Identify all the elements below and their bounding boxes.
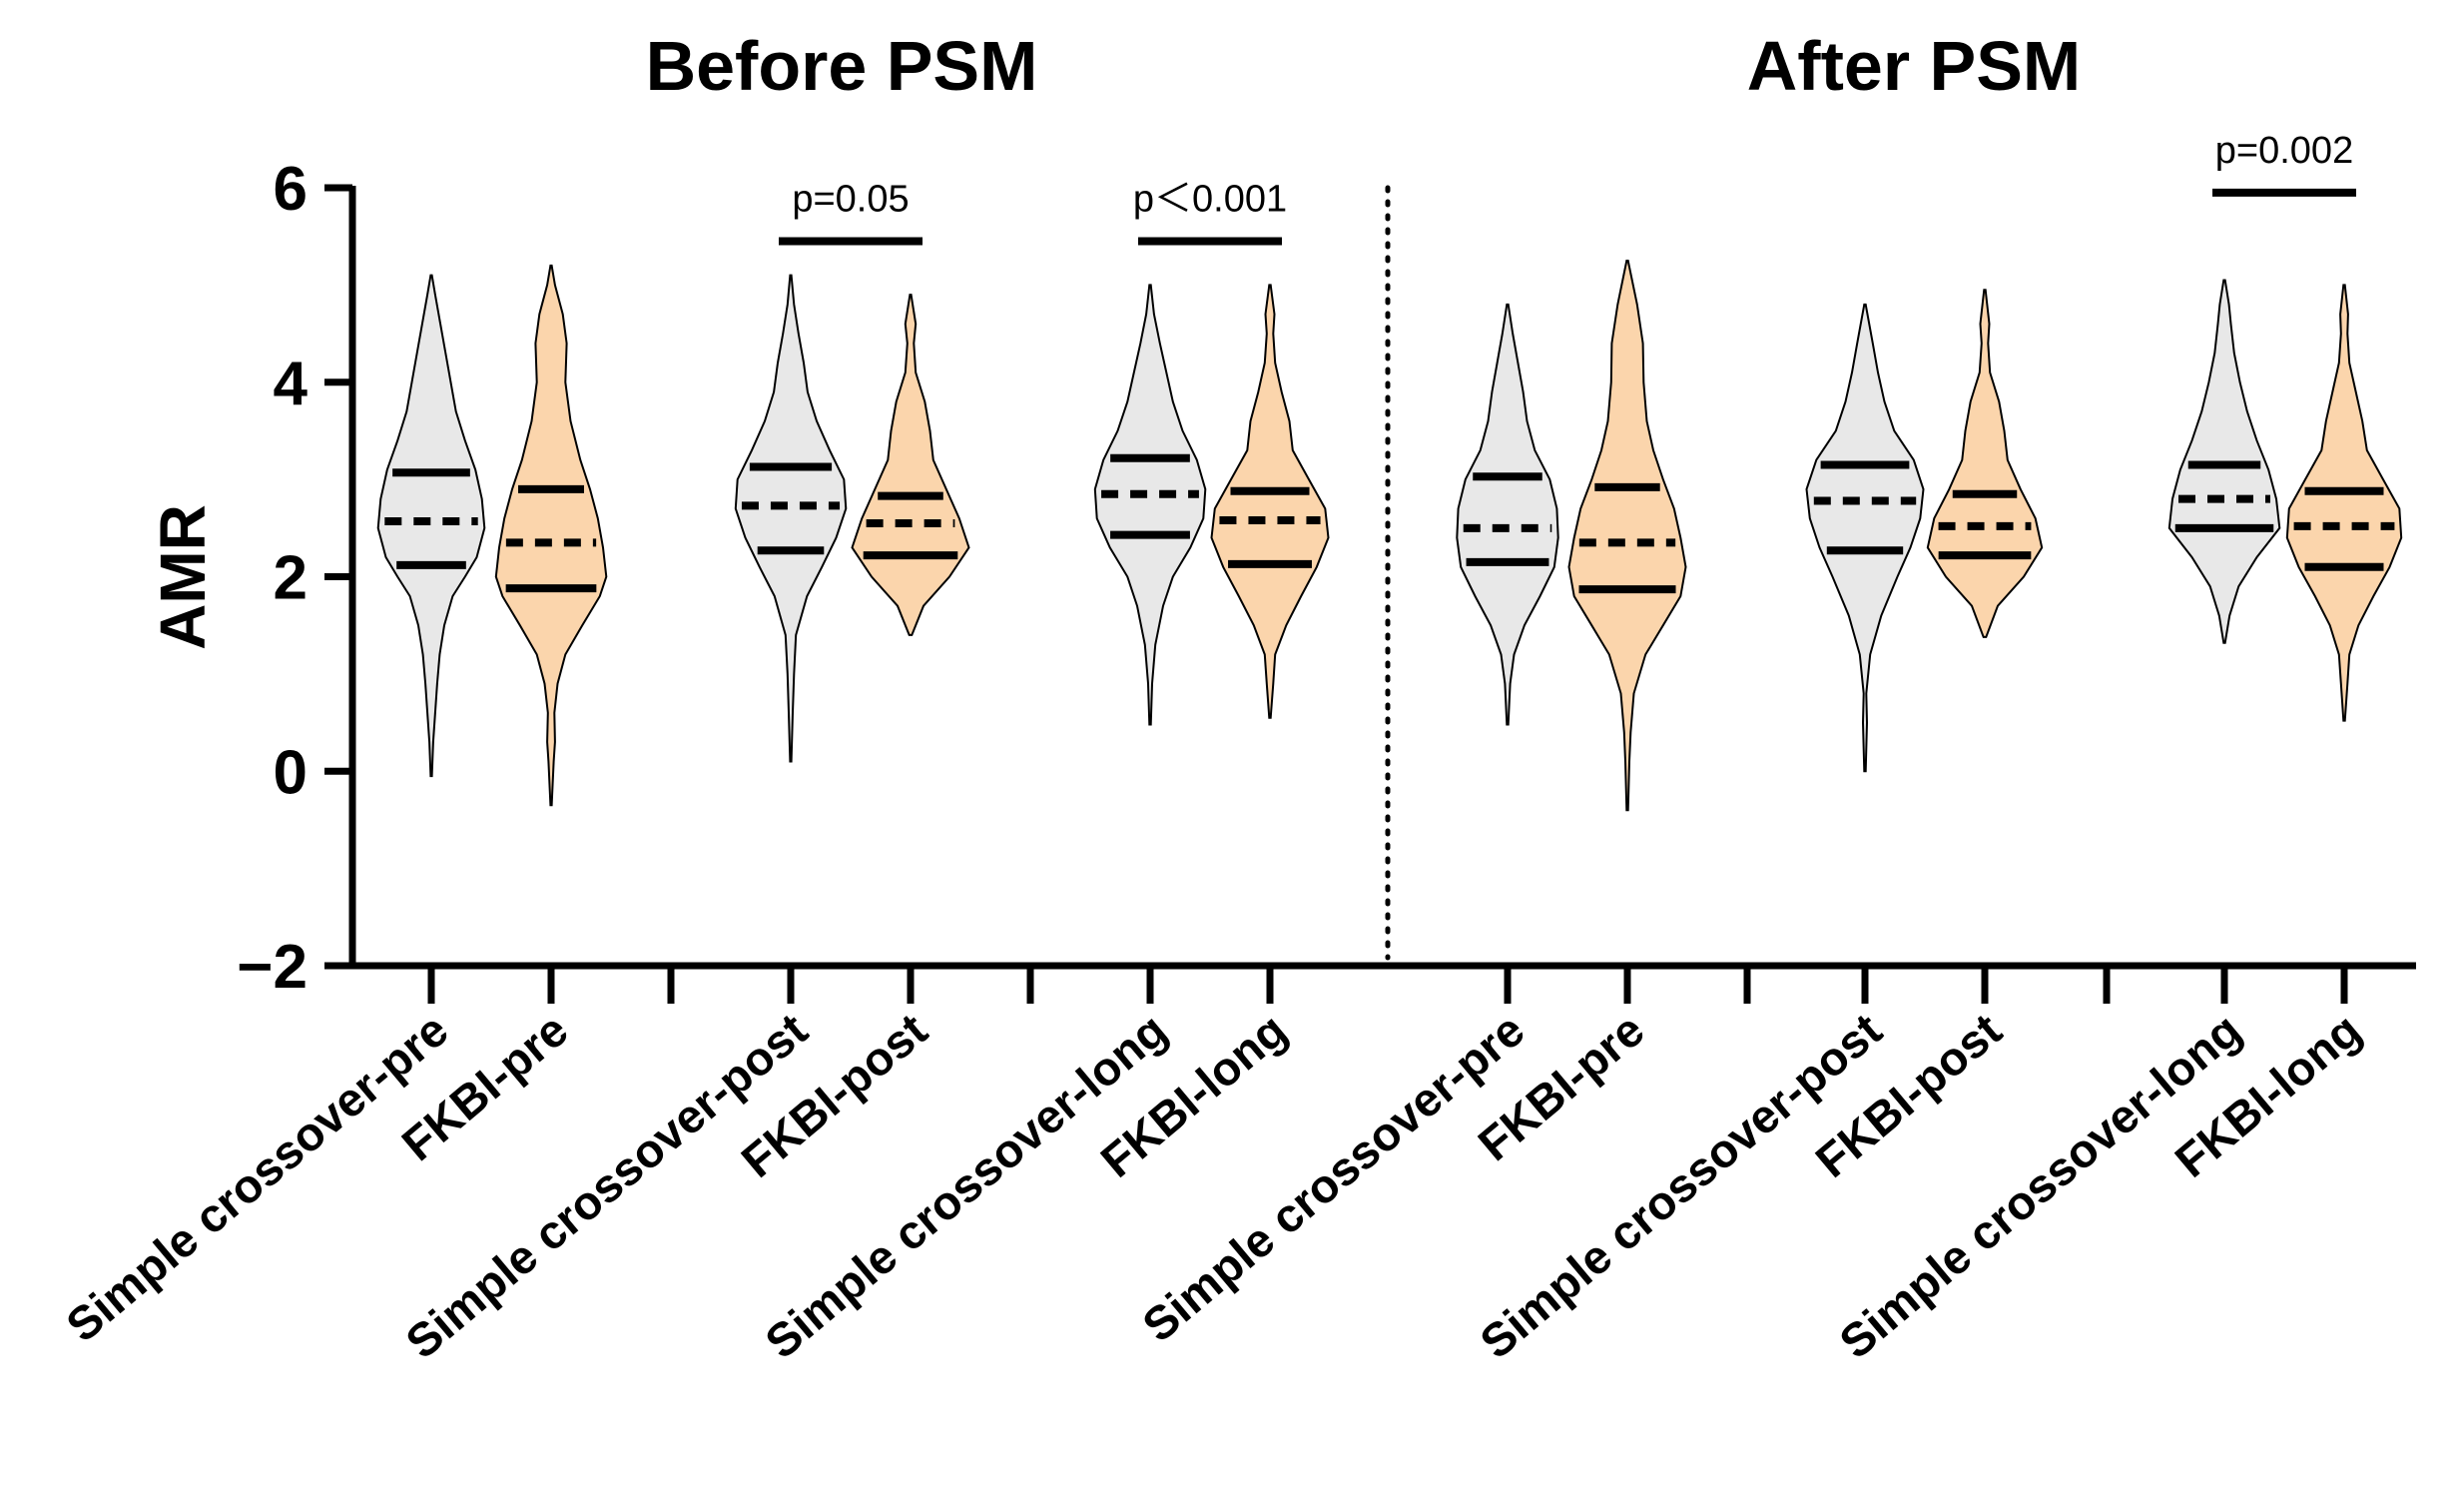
violin-fkbi-post	[1926, 289, 2044, 638]
violin-simple-crossover-pre	[1456, 303, 1559, 726]
p-value-label: p=0.05	[792, 179, 909, 221]
violin-fkbi-pre	[1567, 260, 1687, 812]
p-value-label: p＜0.001	[1133, 179, 1287, 221]
violin-fkbi-long	[2285, 284, 2403, 722]
y-tick-label: 4	[274, 350, 308, 418]
violin-simple-crossover-long	[2167, 279, 2281, 644]
violin-fkbi-pre	[494, 264, 608, 807]
violin-body	[851, 294, 970, 636]
x-tick-label: Simple crossover-long	[1829, 1003, 2250, 1368]
violin-body	[1456, 303, 1559, 726]
violin-simple-crossover-pre	[376, 274, 486, 778]
violin-body	[1093, 284, 1207, 726]
y-axis-label: AMR	[147, 504, 219, 650]
x-tick-label: Simple crossover-post	[1470, 1003, 1892, 1369]
violin-body	[1805, 303, 1925, 773]
violin-body	[734, 274, 848, 763]
violin-simple-crossover-post	[734, 274, 848, 763]
x-tick-label: Simple crossover-long	[755, 1003, 1176, 1368]
y-tick-label: 0	[274, 738, 308, 807]
violin-fkbi-long	[1210, 284, 1330, 719]
x-tick-label: Simple crossover-pre	[56, 1003, 457, 1352]
violin-body	[376, 274, 486, 778]
x-tick-label: Simple crossover-post	[395, 1003, 818, 1369]
violin-body	[2285, 284, 2403, 722]
y-tick-label: 6	[274, 155, 308, 224]
y-tick-label: −2	[237, 933, 308, 1002]
violin-fkbi-post	[851, 294, 970, 636]
violin-body	[494, 264, 608, 807]
p-value-label: p=0.002	[2215, 130, 2353, 172]
violin-simple-crossover-long	[1093, 284, 1207, 726]
panel-title-before: Before PSM	[646, 27, 1038, 105]
panel-title-after: After PSM	[1747, 27, 2081, 105]
violin-body	[1210, 284, 1330, 719]
violin-body	[1567, 260, 1687, 812]
violin-body	[1926, 289, 2044, 638]
x-tick-label: Simple crossover-pre	[1132, 1003, 1534, 1352]
y-tick-label: 2	[274, 544, 308, 613]
violin-simple-crossover-post	[1805, 303, 1925, 773]
